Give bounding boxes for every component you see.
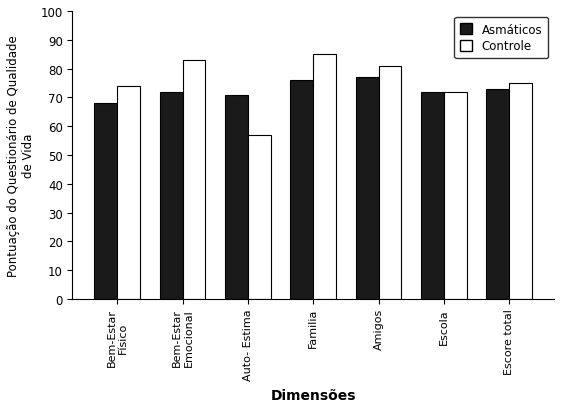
Legend: Asmáticos, Controle: Asmáticos, Controle — [454, 18, 548, 59]
Bar — [291, 81, 313, 299]
Bar — [225, 95, 248, 299]
Bar — [248, 135, 271, 299]
Bar — [486, 90, 509, 299]
X-axis label: Dimensões: Dimensões — [270, 388, 356, 402]
Bar — [421, 92, 444, 299]
Bar — [94, 104, 117, 299]
Bar — [313, 55, 336, 299]
Bar — [356, 78, 379, 299]
Bar — [379, 67, 402, 299]
Bar — [509, 84, 532, 299]
Bar — [160, 92, 182, 299]
Bar — [117, 87, 140, 299]
Bar — [182, 61, 205, 299]
Y-axis label: Pontuação do Questionário de Qualidade
de Vida: Pontuação do Questionário de Qualidade d… — [7, 35, 35, 276]
Bar — [444, 92, 467, 299]
